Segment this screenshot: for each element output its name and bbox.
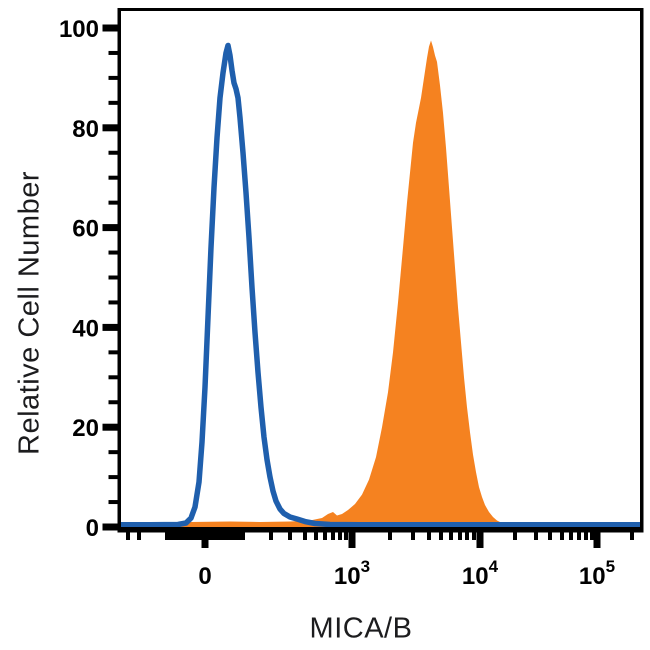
y-minor-tick	[108, 300, 118, 305]
x-minor-tick	[231, 531, 235, 540]
y-major-tick	[102, 124, 118, 132]
x-minor-tick	[569, 531, 573, 540]
x-minor-tick	[303, 531, 307, 540]
x-minor-tick	[548, 531, 552, 540]
x-minor-tick	[176, 531, 180, 540]
top-spine	[117, 8, 644, 11]
x-minor-tick	[269, 531, 273, 540]
y-major-tick	[102, 224, 118, 232]
y-tick-label: 80	[72, 116, 99, 143]
y-minor-tick	[108, 450, 118, 455]
y-minor-tick	[108, 350, 118, 355]
x-minor-tick	[439, 531, 443, 540]
x-minor-tick	[227, 531, 231, 540]
x-minor-tick	[513, 531, 517, 540]
x-minor-tick	[211, 531, 215, 540]
x-minor-tick	[323, 531, 327, 540]
x-minor-tick	[199, 531, 203, 540]
x-minor-tick	[472, 531, 476, 540]
y-tick-label: 0	[86, 515, 99, 542]
y-minor-tick	[108, 400, 118, 405]
y-tick-label: 60	[72, 216, 99, 243]
y-minor-tick	[108, 475, 118, 480]
x-tick-label: 103	[334, 557, 370, 590]
x-minor-tick	[560, 531, 564, 540]
x-minor-tick	[458, 531, 462, 540]
x-minor-tick	[630, 531, 634, 540]
x-tick-label: 0	[198, 563, 211, 590]
x-minor-tick	[584, 531, 588, 540]
x-minor-tick	[314, 531, 318, 540]
x-minor-tick	[207, 531, 211, 540]
x-tick-label: 105	[579, 557, 615, 590]
x-minor-tick	[223, 531, 227, 540]
x-minor-tick	[411, 531, 415, 540]
y-minor-tick	[108, 75, 118, 80]
y-minor-tick	[108, 100, 118, 105]
y-minor-tick	[108, 150, 118, 155]
x-minor-tick	[241, 531, 245, 540]
x-major-tick	[593, 531, 601, 548]
x-minor-tick	[137, 531, 141, 540]
right-spine	[640, 8, 644, 533]
y-major-tick	[102, 323, 118, 331]
y-minor-tick	[108, 375, 118, 380]
x-minor-tick	[465, 531, 469, 540]
x-axis-spine	[117, 527, 644, 533]
x-minor-tick	[388, 531, 392, 540]
x-minor-tick	[331, 531, 335, 540]
y-minor-tick	[108, 250, 118, 255]
y-axis-spine	[117, 8, 121, 533]
x-minor-tick	[288, 531, 292, 540]
x-tick-label: 104	[462, 557, 499, 590]
y-axis-title: Relative Cell Number	[13, 171, 46, 455]
x-minor-tick	[577, 531, 581, 540]
y-minor-tick	[108, 50, 118, 55]
y-minor-tick	[108, 275, 118, 280]
x-minor-tick	[195, 531, 199, 540]
x-minor-tick	[427, 531, 431, 540]
x-minor-tick	[173, 531, 177, 540]
x-minor-tick	[344, 531, 348, 540]
y-minor-tick	[108, 175, 118, 180]
y-tick-label: 40	[72, 315, 99, 342]
y-minor-tick	[108, 500, 118, 505]
x-major-tick	[201, 531, 209, 548]
x-minor-tick	[534, 531, 538, 540]
y-minor-tick	[108, 200, 118, 205]
blue-open-histogram	[118, 42, 643, 528]
y-major-tick	[102, 423, 118, 431]
x-minor-tick	[449, 531, 453, 540]
x-axis-title: MICA/B	[309, 612, 413, 645]
x-minor-tick	[126, 531, 130, 540]
x-minor-tick	[191, 531, 195, 540]
x-major-tick	[348, 531, 356, 548]
x-minor-tick	[234, 531, 238, 540]
x-minor-tick	[169, 531, 173, 540]
x-major-tick	[476, 531, 484, 548]
x-minor-tick	[590, 531, 594, 540]
x-minor-tick	[237, 531, 241, 540]
x-minor-tick	[338, 531, 342, 540]
x-minor-tick	[180, 531, 184, 540]
y-tick-label: 20	[72, 415, 99, 442]
x-minor-tick	[187, 531, 191, 540]
x-minor-tick	[215, 531, 219, 540]
x-minor-tick	[183, 531, 187, 540]
x-minor-tick	[165, 531, 169, 540]
y-major-tick	[102, 523, 118, 531]
y-tick-label: 100	[59, 16, 99, 43]
x-minor-tick	[219, 531, 223, 540]
y-major-tick	[102, 24, 118, 32]
